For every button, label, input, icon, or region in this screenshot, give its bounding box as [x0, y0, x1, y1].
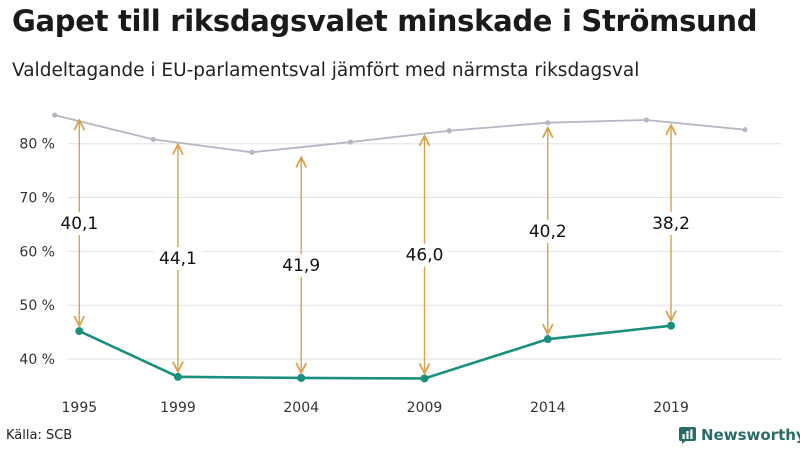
riksdag-point — [742, 127, 748, 133]
gap-label-bg — [153, 247, 202, 271]
gap-label: 44,1 — [159, 249, 197, 269]
x-tick-label: 2014 — [530, 400, 566, 416]
eu-point — [173, 372, 182, 381]
bar-chart-speech-icon — [679, 426, 696, 444]
gap-label-bg — [523, 219, 572, 243]
source-note: Källa: SCB — [6, 428, 73, 443]
brand-name: Newsworthy — [701, 426, 800, 444]
y-tick-label: 60 % — [19, 244, 55, 260]
riksdag-point — [643, 117, 649, 123]
gap-label-bg — [647, 211, 696, 235]
chart-subtitle: Valdeltagande i EU-parlamentsval jämfört… — [12, 60, 640, 81]
eu-line — [78, 324, 672, 380]
eu-point — [75, 327, 84, 336]
gap-label-bg — [55, 212, 104, 236]
gap-label-bg — [400, 243, 449, 267]
riksdag-point — [52, 112, 58, 118]
riksdag-line — [54, 114, 746, 154]
gap-label-bg — [277, 254, 326, 278]
riksdag-point — [347, 139, 354, 145]
gap-label: 38,2 — [652, 214, 690, 234]
brand-logo: Newsworthy — [679, 426, 800, 444]
y-tick-label: 50 % — [19, 298, 55, 314]
riksdag-point — [249, 149, 255, 155]
eu-point — [420, 374, 429, 383]
y-tick-label: 40 % — [19, 352, 55, 368]
gap-label: 40,1 — [60, 214, 98, 234]
y-tick-label: 70 % — [19, 191, 55, 207]
gap-label: 46,0 — [406, 246, 444, 266]
x-tick-label: 1999 — [160, 400, 196, 416]
eu-point — [543, 335, 552, 344]
riksdag-point — [150, 136, 156, 142]
gap-label: 40,2 — [529, 222, 567, 242]
y-tick-label: 80 % — [19, 137, 55, 153]
x-tick-label: 2009 — [407, 400, 443, 416]
x-tick-label: 1995 — [62, 400, 98, 416]
x-tick-label: 2019 — [653, 400, 689, 416]
gap-label: 41,9 — [282, 256, 320, 276]
riksdag-point — [545, 120, 551, 126]
x-tick-label: 2004 — [283, 400, 319, 416]
eu-point — [667, 321, 676, 330]
eu-point — [297, 373, 306, 382]
riksdag-point — [446, 128, 452, 134]
chart-title: Gapet till riksdagsvalet minskade i Strö… — [12, 4, 758, 38]
